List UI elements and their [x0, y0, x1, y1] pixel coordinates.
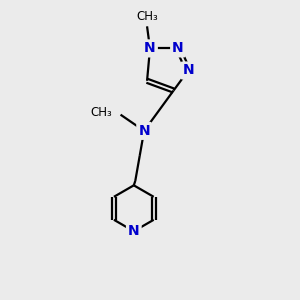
Text: CH₃: CH₃	[136, 10, 158, 23]
Text: CH₃: CH₃	[91, 106, 112, 119]
Text: N: N	[172, 41, 184, 56]
Text: N: N	[128, 224, 140, 238]
Text: N: N	[144, 41, 156, 56]
Text: N: N	[182, 64, 194, 77]
Text: N: N	[138, 124, 150, 138]
